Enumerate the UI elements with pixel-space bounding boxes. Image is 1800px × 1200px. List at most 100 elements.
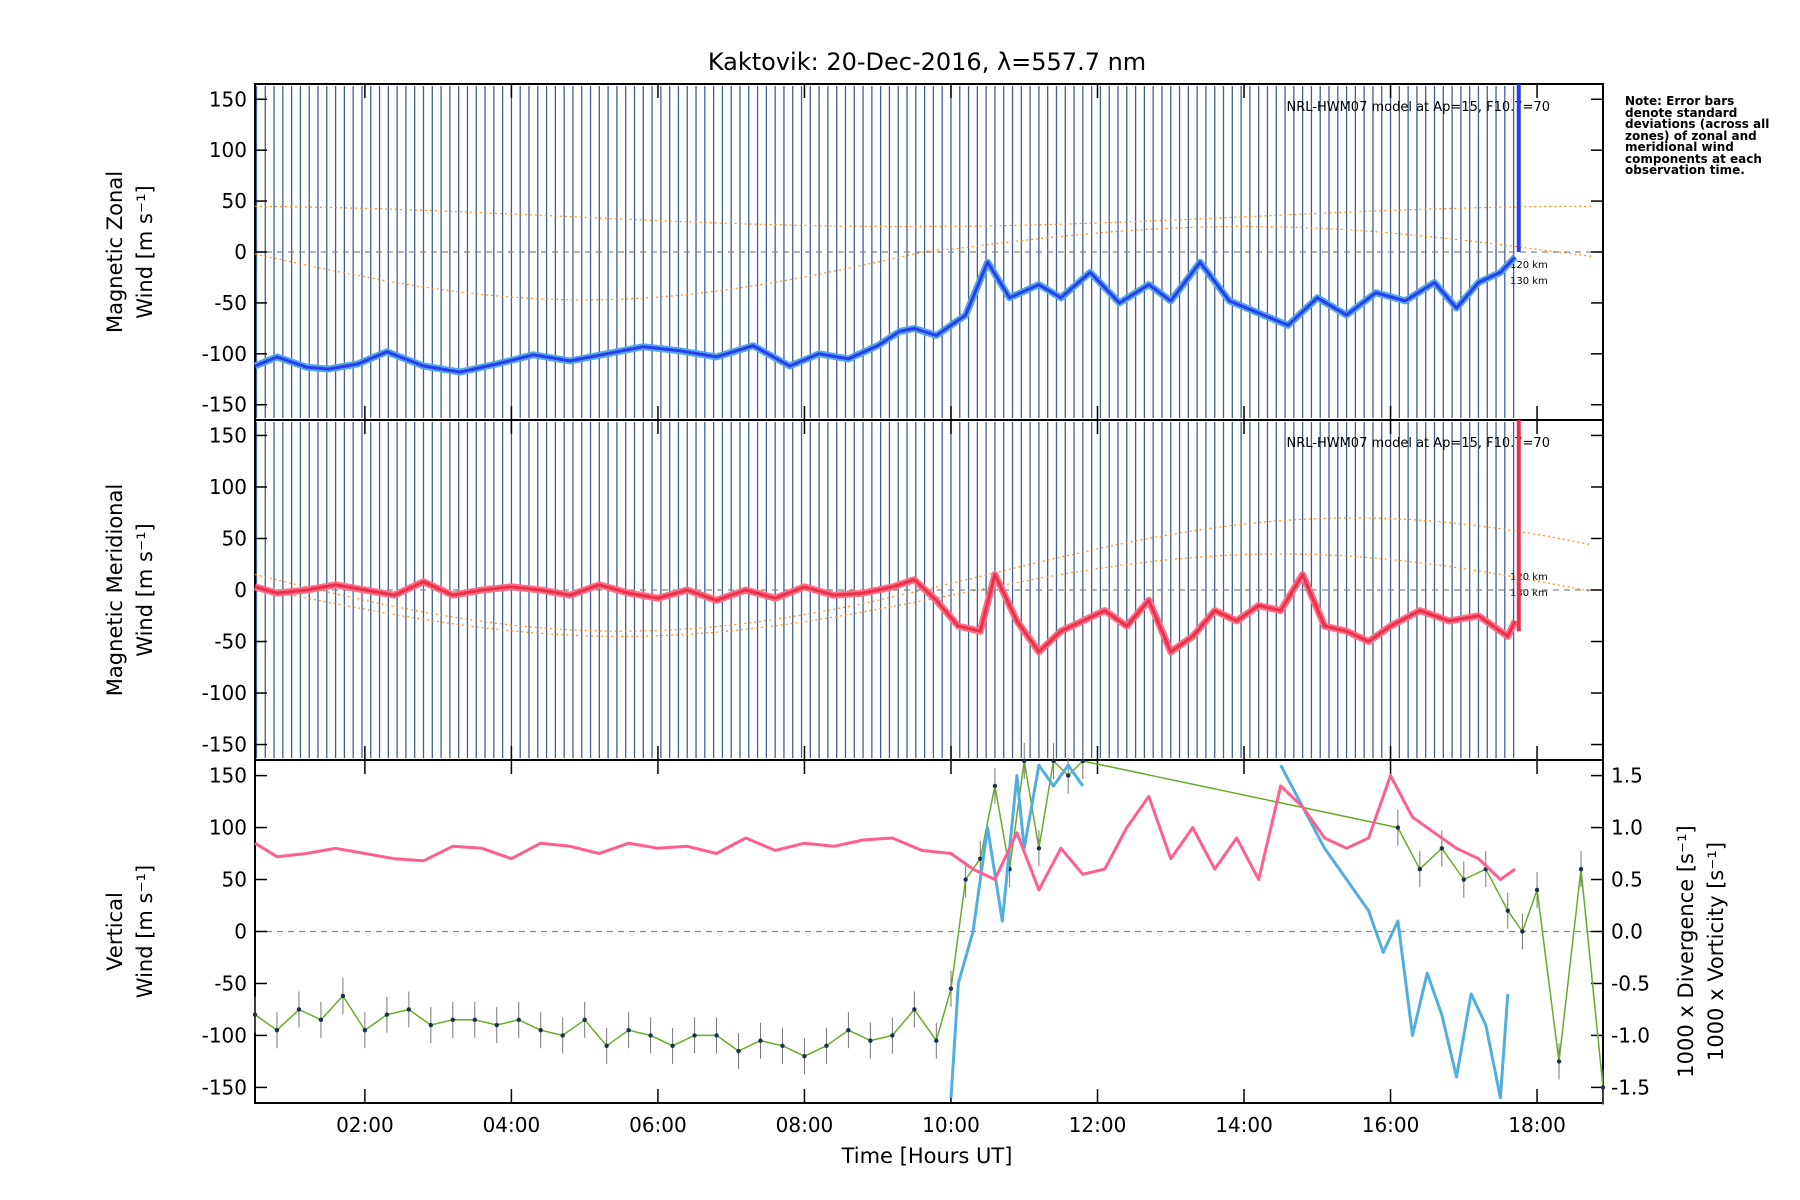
x-tick-label: 06:00 [629, 1113, 687, 1137]
x-tick-label: 10:00 [922, 1113, 980, 1137]
vertical-wind-point [992, 783, 998, 789]
y-axis-label-line1: Magnetic Meridional [103, 484, 127, 696]
y-tick-label: -50 [214, 291, 247, 315]
vertical-wind-point [648, 1033, 653, 1038]
y-tick-label: 150 [209, 423, 247, 447]
y-tick-label: -150 [202, 1075, 247, 1099]
vorticity-line [254, 774, 1516, 892]
vertical-wind-point [1534, 887, 1540, 893]
x-tick-label: 02:00 [336, 1113, 394, 1137]
x-axis-label: Time [Hours UT] [841, 1144, 1013, 1168]
vertical-wind-point [890, 1033, 895, 1038]
y2-tick-label: -1.0 [1611, 1023, 1650, 1047]
model-curve-120km [254, 517, 1593, 632]
vertical-wind-point [1520, 929, 1525, 934]
vertical-wind-point [406, 1007, 412, 1012]
vertical-wind-point [846, 1028, 851, 1033]
vertical-wind-point [1461, 877, 1467, 882]
y2-tick-label: -1.5 [1611, 1075, 1650, 1099]
vertical-wind-point [626, 1028, 631, 1033]
vertical-wind-point [692, 1033, 697, 1038]
divergence-axis-label: 1000 x Divergence [s⁻¹] [1674, 825, 1698, 1077]
y2-tick-label: 0.5 [1611, 868, 1643, 892]
model-level-120km: 120 km [1510, 260, 1548, 271]
vorticity-axis-label: 1000 x Vorticity [s⁻¹] [1704, 842, 1728, 1061]
y-tick-label: -50 [214, 630, 247, 654]
y-tick-label: -100 [202, 1023, 247, 1047]
vertical-wind-point [670, 1043, 675, 1049]
vertical-wind-point [362, 1028, 368, 1033]
model-level-120km: 120 km [1510, 572, 1548, 583]
chart-panels: NRL-HWM07 model at Ap=15, F10.7=70 120 km… [103, 83, 1728, 1137]
divergence-line-1 [949, 763, 1085, 1098]
y-tick-label: 0 [234, 240, 247, 264]
vertical-wind-point [714, 1033, 719, 1038]
y-tick-label: -150 [202, 733, 247, 757]
vertical-wind-point [1439, 846, 1445, 851]
vertical-wind-point [978, 856, 983, 861]
x-tick-label: 08:00 [776, 1113, 834, 1137]
y-tick-label: 150 [209, 764, 247, 788]
vertical-wind-point [516, 1017, 521, 1023]
vertical-wind-point [1051, 758, 1056, 764]
y-axis-label-line2: Wind [m s⁻¹] [133, 523, 157, 656]
vertical-wind-point [802, 1054, 807, 1059]
vertical-wind-point [1505, 908, 1510, 913]
x-tick-label: 14:00 [1215, 1113, 1273, 1137]
vertical-wind-point [1417, 866, 1423, 872]
y-tick-label: -50 [214, 971, 247, 995]
y2-tick-label: 1.5 [1611, 764, 1643, 788]
vertical-wind-point [1036, 846, 1042, 851]
model-curve-120km [254, 225, 1593, 301]
y2-tick-label: 1.0 [1611, 816, 1643, 840]
vertical-wind-point [450, 1017, 456, 1023]
x-tick-label: 04:00 [483, 1113, 541, 1137]
model-level-130km: 130 km [1510, 588, 1548, 599]
y-tick-label: 50 [222, 526, 247, 550]
model-curve-130km [254, 205, 1593, 228]
y-tick-label: 100 [209, 475, 247, 499]
y-tick-label: 50 [222, 189, 247, 213]
vertical-wind-point [538, 1028, 543, 1033]
vertical-wind-point [780, 1043, 785, 1049]
y-axis-label-line1: Vertical [103, 892, 127, 971]
vertical-wind-line [254, 760, 1604, 1088]
vertical-wind-point [560, 1033, 565, 1038]
vertical-wind-point [824, 1043, 829, 1049]
y-tick-label: 150 [209, 87, 247, 111]
model-level-130km: 130 km [1510, 276, 1548, 287]
x-tick-label: 18:00 [1508, 1113, 1566, 1137]
y-tick-label: 100 [209, 138, 247, 162]
vertical-wind-point [1395, 825, 1401, 830]
vertical-wind-point [472, 1017, 477, 1023]
vertical-wind-point [1080, 758, 1086, 764]
y-tick-label: 100 [209, 816, 247, 840]
vertical-wind-point [948, 986, 954, 991]
vertical-wind-point [758, 1038, 763, 1043]
y2-tick-label: 0.0 [1611, 920, 1643, 944]
x-tick-label: 16:00 [1362, 1113, 1420, 1137]
model-curve-130km [254, 553, 1593, 637]
y-tick-label: -150 [202, 393, 247, 417]
vertical-wind-point [604, 1043, 609, 1049]
error-bar-note: Note: Error bars denote standard deviati… [1625, 94, 1770, 177]
vertical-wind-point [274, 1028, 280, 1033]
vertical-wind-point [1578, 866, 1584, 872]
x-tick-label: 12:00 [1069, 1113, 1127, 1137]
zonal-wind-line [254, 256, 1517, 374]
chart-title: Kaktovik: 20-Dec-2016, λ=557.7 nm [708, 48, 1146, 76]
model-label: NRL-HWM07 model at Ap=15, F10.7=70 [1287, 100, 1551, 115]
y-tick-label: 0 [234, 920, 247, 944]
vertical-wind-point [494, 1022, 499, 1028]
y-tick-label: 50 [222, 868, 247, 892]
vertical-wind-point [1600, 1085, 1606, 1090]
vertical-wind-point [384, 1012, 390, 1017]
y-tick-label: -100 [202, 342, 247, 366]
vertical-wind-point [912, 1007, 917, 1012]
vertical-wind-point [934, 1038, 939, 1043]
vertical-wind-point [1065, 773, 1071, 778]
y-axis-label-line2: Wind [m s⁻¹] [133, 865, 157, 998]
meridional-wind-line [254, 573, 1517, 654]
vertical-wind-point [340, 993, 346, 999]
